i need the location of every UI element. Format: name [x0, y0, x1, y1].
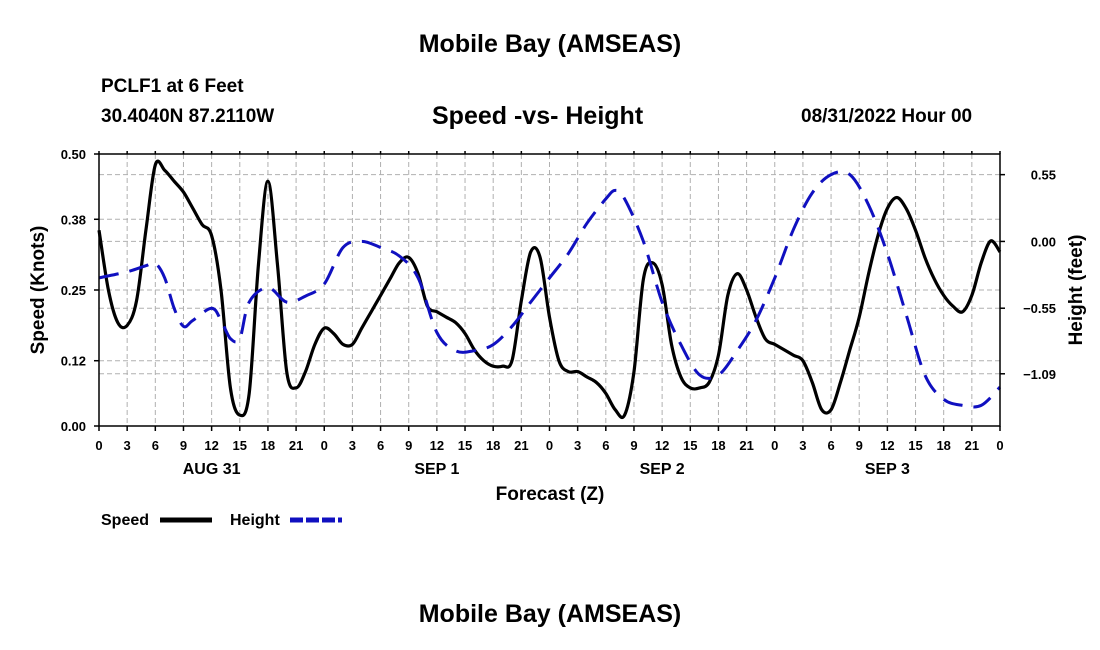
y-tick-label: 0.38	[61, 212, 86, 227]
x-tick-label: 18	[936, 438, 950, 453]
legend-speed-label: Speed	[101, 512, 149, 529]
legend: Speed Height	[101, 512, 342, 529]
y-tick-label: 0.00	[61, 419, 86, 434]
y-tick-label: 0.12	[61, 354, 86, 369]
x-tick-label: 0	[95, 438, 102, 453]
x-tick-label: 3	[124, 438, 131, 453]
y2-axis-title: Height (feet)	[1066, 235, 1087, 346]
chart-subtitle: Speed -vs- Height	[432, 102, 644, 130]
next-chart-title: Mobile Bay (AMSEAS)	[418, 600, 682, 628]
x-tick-label: 21	[514, 438, 528, 453]
x-tick-label: 3	[349, 438, 356, 453]
y2-tick-label: 0.00	[1031, 234, 1056, 249]
x-tick-label: 12	[880, 438, 894, 453]
day-label: SEP 2	[640, 461, 685, 478]
x-tick-label: 9	[180, 438, 187, 453]
axis-ticks	[94, 151, 1005, 431]
x-tick-label: 12	[204, 438, 218, 453]
x-tick-label: 18	[261, 438, 275, 453]
x-tick-label: 15	[908, 438, 922, 453]
y2-tick-label: −0.55	[1023, 301, 1056, 316]
x-tick-label: 0	[546, 438, 553, 453]
x-tick-label: 15	[683, 438, 697, 453]
x-tick-label: 21	[965, 438, 979, 453]
x-axis-tick-labels: 0 3 6 9 12 15 18 21 0 3 6 9 12 15 18 21 0 3 6 9 12 15 18 21 0 3 6 9…	[95, 438, 1003, 453]
y-tick-label: 0.50	[61, 147, 86, 162]
y-tick-label: 0.25	[61, 283, 86, 298]
x-tick-label: 3	[574, 438, 581, 453]
x-tick-label: 21	[289, 438, 303, 453]
day-label: SEP 3	[865, 461, 910, 478]
x-tick-label: 6	[152, 438, 159, 453]
x-tick-label: 6	[377, 438, 384, 453]
x-tick-label: 18	[486, 438, 500, 453]
x-tick-label: 21	[739, 438, 753, 453]
x-tick-label: 9	[405, 438, 412, 453]
coordinates-label: 30.4040N 87.2110W	[101, 106, 275, 127]
x-tick-label: 9	[856, 438, 863, 453]
x-tick-label: 15	[233, 438, 247, 453]
x-tick-label: 18	[711, 438, 725, 453]
x-tick-label: 3	[799, 438, 806, 453]
height-series-line	[98, 170, 1002, 409]
x-tick-label: 0	[996, 438, 1003, 453]
x-tick-label: 12	[430, 438, 444, 453]
x-tick-label: 15	[458, 438, 472, 453]
series-lines	[97, 159, 1002, 420]
station-label: PCLF1 at 6 Feet	[101, 76, 244, 97]
x-tick-label: 6	[827, 438, 834, 453]
day-label: AUG 31	[183, 461, 241, 478]
right-axis-tick-labels: −1.09 −0.55 0.00 0.55	[1023, 168, 1056, 382]
x-tick-label: 9	[630, 438, 637, 453]
y2-tick-label: 0.55	[1031, 168, 1056, 183]
forecast-datetime: 08/31/2022 Hour 00	[801, 106, 973, 127]
speed-series-line	[97, 159, 1002, 420]
x-tick-label: 0	[321, 438, 328, 453]
left-axis-tick-labels: 0.00 0.12 0.25 0.38 0.50	[61, 147, 86, 434]
chart-main-title: Mobile Bay (AMSEAS)	[418, 30, 682, 58]
y-axis-title: Speed (Knots)	[28, 226, 49, 355]
x-axis-title: Forecast (Z)	[496, 484, 605, 505]
y2-tick-label: −1.09	[1023, 367, 1056, 382]
day-label: SEP 1	[414, 461, 459, 478]
x-tick-label: 12	[655, 438, 669, 453]
legend-height-label: Height	[230, 512, 280, 529]
x-tick-label: 0	[771, 438, 778, 453]
x-tick-label: 6	[602, 438, 609, 453]
day-labels: AUG 31 SEP 1 SEP 2 SEP 3	[183, 461, 910, 478]
